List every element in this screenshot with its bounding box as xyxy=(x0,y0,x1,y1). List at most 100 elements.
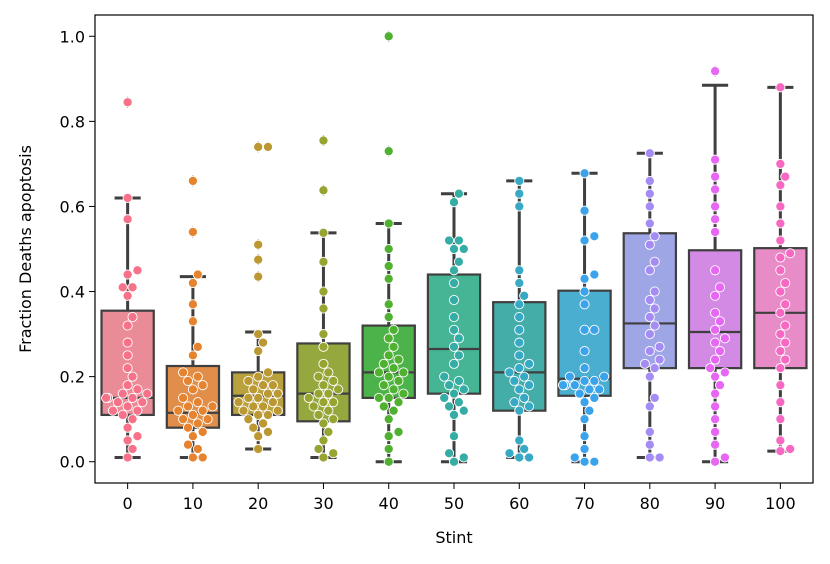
swarm-point xyxy=(267,380,278,391)
swarm-point xyxy=(514,452,525,463)
swarm-point xyxy=(253,141,264,152)
swarm-point xyxy=(243,375,254,386)
swarm-point xyxy=(714,380,726,391)
swarm-point xyxy=(775,414,786,425)
swarm-point xyxy=(132,265,143,276)
x-tick-label: 30 xyxy=(313,494,333,513)
swarm-point xyxy=(383,312,394,323)
swarm-point xyxy=(323,405,334,416)
swarm-point xyxy=(388,341,399,352)
swarm-point xyxy=(383,333,394,344)
swarm-point xyxy=(453,350,464,361)
swarm-point xyxy=(318,418,329,429)
y-axis-label: Fraction Deaths apoptosis xyxy=(16,145,35,353)
swarm-point xyxy=(248,384,259,395)
swarm-point xyxy=(378,380,389,391)
swarm-point xyxy=(579,456,590,467)
swarm-point xyxy=(710,66,721,77)
swarm-point xyxy=(127,282,138,293)
swarm-point xyxy=(328,448,339,459)
swarm-point xyxy=(579,168,590,179)
swarm-point xyxy=(253,346,264,357)
swarm-point xyxy=(579,397,590,408)
swarm-point xyxy=(122,337,133,348)
swarm-point xyxy=(644,175,655,186)
swarm-point xyxy=(197,452,208,463)
swarm-point xyxy=(398,388,409,399)
swarm-point xyxy=(579,346,590,357)
swarm-point xyxy=(710,226,721,238)
swarm-point xyxy=(132,405,143,416)
swarm-point xyxy=(644,426,655,437)
swarm-point xyxy=(594,384,605,395)
swarm-point xyxy=(649,363,660,374)
swarm-point xyxy=(519,290,530,301)
swarm-point xyxy=(579,205,590,216)
swarm-point xyxy=(272,388,283,399)
swarm-point xyxy=(248,401,259,412)
swarm-point xyxy=(439,392,450,403)
swarm-point xyxy=(383,299,394,310)
swarm-point xyxy=(710,414,721,425)
swarm-point xyxy=(117,409,128,420)
swarm-point xyxy=(318,256,329,267)
swarm-point xyxy=(514,337,525,348)
swarm-point xyxy=(258,401,269,412)
swarm-point xyxy=(122,214,133,225)
swarm-point xyxy=(192,443,203,455)
swarm-point xyxy=(272,405,283,416)
swarm-point xyxy=(258,337,269,348)
x-tick-label: 90 xyxy=(705,494,725,513)
swarm-point xyxy=(710,388,721,399)
swarm-point xyxy=(780,320,791,331)
swarm-point xyxy=(599,371,610,382)
swarm-point xyxy=(514,363,525,374)
swarm-point xyxy=(514,405,525,416)
swarm-point xyxy=(644,401,655,412)
swarm-point xyxy=(557,380,569,391)
swarm-point xyxy=(710,265,721,276)
swarm-point xyxy=(313,371,324,382)
swarm-point xyxy=(453,375,464,386)
swarm-point xyxy=(192,418,203,429)
x-axis-label: Stint xyxy=(435,528,472,547)
swarm-point xyxy=(705,363,716,374)
swarm-point xyxy=(127,414,138,425)
swarm-point xyxy=(318,380,329,391)
swarm-point xyxy=(122,435,133,446)
swarm-point xyxy=(519,371,530,382)
swarm-point xyxy=(775,307,786,318)
swarm-point xyxy=(192,269,203,280)
swarm-point xyxy=(318,135,329,146)
swarm-point xyxy=(719,452,730,463)
swarm-point xyxy=(383,350,394,361)
swarm-point xyxy=(589,231,600,242)
swarm-point xyxy=(579,324,590,335)
swarm-point xyxy=(589,375,600,386)
swarm-point xyxy=(775,158,786,169)
swarm-point xyxy=(132,384,143,395)
swarm-point xyxy=(333,384,344,395)
swarm-point xyxy=(579,299,590,310)
swarm-point xyxy=(233,397,244,408)
swarm-point xyxy=(178,414,189,425)
swarm-point xyxy=(383,218,394,229)
swarm-point xyxy=(775,252,786,263)
swarm-point xyxy=(182,439,194,450)
swarm-point xyxy=(710,401,721,412)
swarm-point xyxy=(187,175,198,186)
x-tick-label: 80 xyxy=(640,494,660,513)
swarm-point xyxy=(323,388,334,399)
swarm-point xyxy=(509,397,520,408)
swarm-point xyxy=(127,392,138,403)
swarm-point xyxy=(328,375,339,386)
swarm-point xyxy=(710,201,721,212)
swarm-point xyxy=(519,443,530,455)
swarm-point xyxy=(253,431,264,442)
swarm-point xyxy=(308,401,319,412)
swarm-point xyxy=(182,375,194,386)
swarm-point xyxy=(393,375,404,386)
swarm-point xyxy=(644,148,655,159)
swarm-point xyxy=(202,414,213,425)
swarm-point xyxy=(564,371,575,382)
